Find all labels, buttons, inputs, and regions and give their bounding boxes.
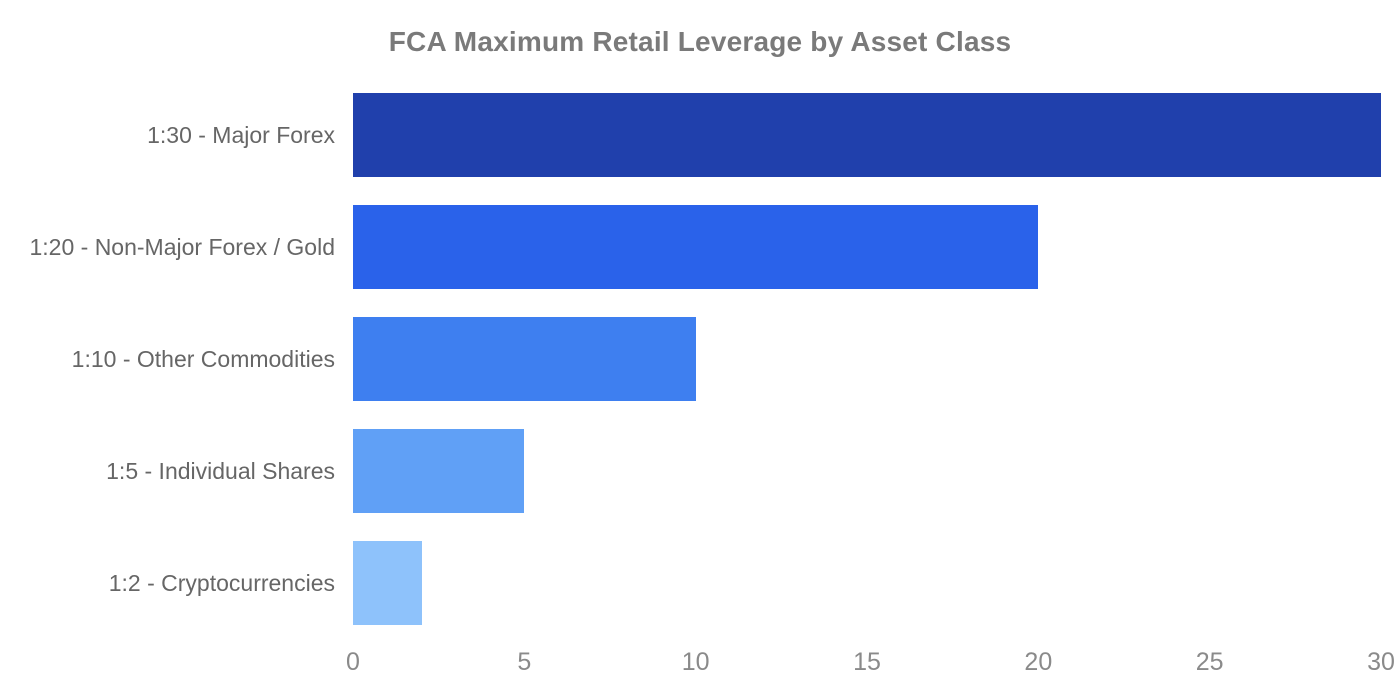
- x-tick-label: 0: [346, 648, 360, 676]
- category-label: 1:20 - Non-Major Forex / Gold: [29, 233, 335, 260]
- bar-row: 1:30 - Major Forex: [0, 79, 1400, 191]
- x-tick-label: 10: [681, 648, 710, 676]
- bar-20: [353, 205, 1039, 289]
- category-label: 1:5 - Individual Shares: [106, 457, 335, 484]
- bar-row: 1:20 - Non-Major Forex / Gold: [0, 191, 1400, 303]
- bar-30: [353, 93, 1381, 177]
- category-label: 1:30 - Major Forex: [147, 121, 335, 148]
- bar-row: 1:5 - Individual Shares: [0, 415, 1400, 527]
- bar-2: [353, 541, 422, 625]
- bar-row: 1:10 - Other Commodities: [0, 303, 1400, 415]
- x-tick-label: 5: [517, 648, 532, 676]
- x-axis: 0 5 10 15 20 25 30: [0, 648, 1400, 688]
- category-label: 1:2 - Cryptocurrencies: [108, 569, 335, 596]
- bar-row: 1:2 - Cryptocurrencies: [0, 527, 1400, 639]
- bar-10: [353, 317, 696, 401]
- category-label: 1:10 - Other Commodities: [71, 345, 335, 372]
- chart-title: FCA Maximum Retail Leverage by Asset Cla…: [388, 26, 1012, 57]
- x-tick-label: 25: [1195, 648, 1224, 676]
- x-tick-label: 30: [1367, 648, 1395, 676]
- x-tick-label: 20: [1024, 648, 1053, 676]
- bar-5: [353, 429, 525, 513]
- x-tick-label: 15: [853, 648, 881, 676]
